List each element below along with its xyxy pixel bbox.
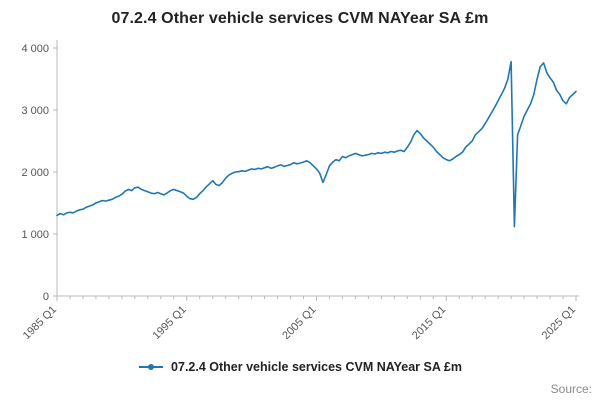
y-tick-label: 3 000: [21, 105, 49, 117]
line-chart: 0 1 000 2 000 3 000 4 000 1985 Q1 1995 Q1 2005 …: [21, 40, 579, 342]
source-label: Source:: [550, 382, 592, 396]
legend: 07.2.4 Other vehicle services CVM NAYear…: [0, 360, 600, 374]
y-tick-label: 4 000: [21, 43, 49, 55]
y-tick-label: 0: [43, 291, 49, 303]
y-tick-label: 1 000: [21, 229, 49, 241]
x-tick-label: 1995 Q1: [151, 304, 189, 342]
legend-dot: [148, 364, 155, 370]
x-tick-label: 2025 Q1: [540, 304, 578, 342]
x-tick-label: 2005 Q1: [280, 304, 318, 342]
x-tick-label: 1985 Q1: [21, 304, 59, 342]
x-tick-label: 2015 Q1: [410, 304, 448, 342]
legend-line-icon: [139, 364, 164, 370]
chart-title: 07.2.4 Other vehicle services CVM NAYear…: [111, 10, 489, 27]
legend-label: 07.2.4 Other vehicle services CVM NAYear…: [171, 360, 462, 374]
y-tick-label: 2 000: [21, 167, 49, 179]
series-line: [56, 60, 577, 228]
